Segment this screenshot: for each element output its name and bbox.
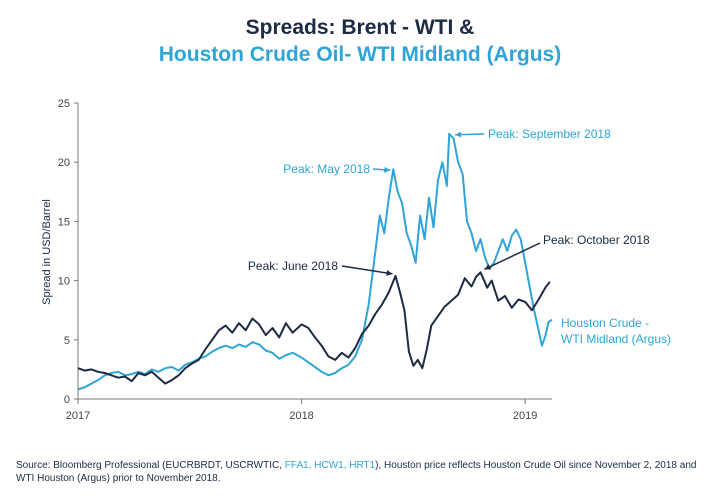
footnote-part2: ), Houston price reflects Houston Crude … bbox=[16, 460, 697, 484]
y-tick-label: 10 bbox=[58, 276, 70, 288]
peak-october-2018-arrow bbox=[484, 242, 541, 270]
series-lines bbox=[77, 132, 553, 391]
y-tick-label: 20 bbox=[58, 157, 70, 169]
y-tick-label: 25 bbox=[58, 98, 70, 110]
x-tick-label: 2018 bbox=[289, 410, 313, 422]
annotations: Peak: May 2018 Peak: September 2018 Peak: … bbox=[248, 127, 650, 276]
series-line-1 bbox=[77, 132, 553, 391]
y-tick-label: 15 bbox=[58, 216, 70, 228]
y-tick-label: 5 bbox=[64, 335, 70, 347]
peak-october-2018-label: Peak: October 2018 bbox=[543, 233, 650, 247]
peak-may-2018-arrow bbox=[372, 166, 391, 173]
peak-june-2018-label: Peak: June 2018 bbox=[248, 259, 338, 273]
chart-title-line1: Spreads: Brent - WTI & bbox=[245, 16, 475, 39]
y-axis-label: Spread in USD/Barrel bbox=[41, 199, 53, 305]
legend-label-line2: WTI Midland (Argus) bbox=[561, 332, 671, 346]
source-footnote: Source: Bloomberg Professional (EUCRBRDT… bbox=[16, 459, 706, 485]
x-tick-label: 2017 bbox=[66, 410, 90, 422]
chart-title-line2: Houston Crude Oil- WTI Midland (Argus) bbox=[158, 43, 562, 66]
footnote-highlight: FFA1, HCW1, HRT1 bbox=[284, 460, 376, 471]
peak-september-2018-arrow bbox=[455, 131, 485, 138]
footnote-part1: Source: Bloomberg Professional (EUCRBRDT… bbox=[16, 460, 285, 471]
series-line-0 bbox=[77, 271, 551, 385]
legend-label-line1: Houston Crude - bbox=[561, 316, 649, 330]
peak-june-2018-arrow bbox=[341, 265, 393, 276]
axes: 0 5 10 15 20 25 2017 2018 2019 bbox=[58, 98, 552, 422]
y-tick-label: 0 bbox=[64, 394, 70, 406]
peak-may-2018-label: Peak: May 2018 bbox=[283, 162, 370, 176]
x-tick-label: 2019 bbox=[513, 410, 537, 422]
chart-title: Spreads: Brent - WTI & Houston Crude Oil… bbox=[0, 14, 720, 68]
peak-september-2018-label: Peak: September 2018 bbox=[488, 127, 611, 141]
